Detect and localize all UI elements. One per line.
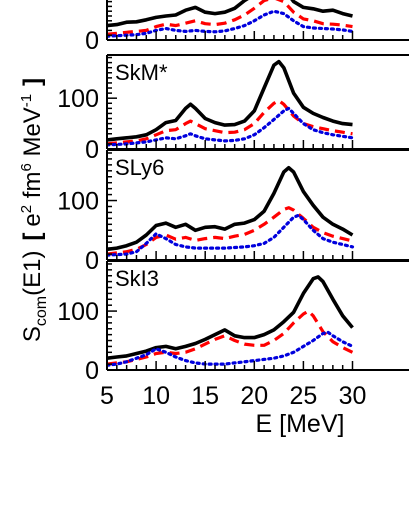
series-dotted-line xyxy=(107,330,355,367)
x-tick-label: 10 xyxy=(142,382,170,410)
y-label-bracket-open: [ xyxy=(19,233,46,241)
y-tick-label: 0 xyxy=(85,136,99,164)
panel-ski3: 0 100 SkI3 xyxy=(57,260,409,385)
series-dotted-line xyxy=(107,213,355,257)
y-label-main: S xyxy=(19,326,46,342)
x-axis-label: E [MeV] xyxy=(256,410,345,438)
x-tick-label: 30 xyxy=(339,382,367,410)
y-tick-label: 100 xyxy=(57,188,99,216)
panel-sly6: 0 100 SLy6 xyxy=(57,149,409,275)
y-label-bracket-close: ] xyxy=(19,78,46,86)
panel-skm: 0 100 SkM* xyxy=(57,54,409,164)
y-label-unit-b: fm xyxy=(19,172,46,205)
panel-label: SkI3 xyxy=(115,266,159,291)
y-tick-label: 0 xyxy=(85,357,99,385)
y-label-unit-a: e xyxy=(19,213,46,226)
x-tick-label: 5 xyxy=(100,382,114,410)
y-label-unit-b-sup: 6 xyxy=(18,163,35,171)
y-label-unit-a-sup: 2 xyxy=(18,205,35,213)
x-axis: 5 10 15 20 25 30 xyxy=(100,382,366,410)
series-solid-line xyxy=(107,0,353,28)
y-axis-label: Scom(E1) [ e2 fm6 MeV-1] xyxy=(18,78,50,342)
series-dotted-line xyxy=(107,106,355,147)
y-tick-label: 100 xyxy=(57,298,99,326)
series-dashed-line xyxy=(107,0,353,36)
series-solid-line xyxy=(107,59,353,142)
series-dashed-line xyxy=(107,99,353,146)
series-solid-line xyxy=(107,166,354,252)
y-tick-label: 100 xyxy=(57,85,99,113)
series-dotted-line xyxy=(107,9,355,38)
y-label-unit-c: MeV xyxy=(19,107,46,163)
series-dashed-line xyxy=(107,206,353,256)
y-tick-label: 0 xyxy=(85,27,99,55)
panel-label: SLy6 xyxy=(115,155,164,180)
y-label-unit-c-sup: -1 xyxy=(18,94,35,107)
panel-top: 0 xyxy=(85,0,409,55)
panels-group: 0 0 100 SkM* 0 100 SLy6 0 100 SkI3 xyxy=(57,0,409,385)
y-tick-label: 0 xyxy=(85,247,99,275)
x-tick-label: 15 xyxy=(191,382,219,410)
x-tick-label: 20 xyxy=(240,382,268,410)
y-label-paren: (E1) xyxy=(19,251,46,296)
panel-label: SkM* xyxy=(115,60,168,85)
series-dashed-line xyxy=(107,309,354,366)
x-tick-label: 25 xyxy=(289,382,317,410)
series-solid-line xyxy=(107,275,354,360)
y-label-sub: com xyxy=(33,296,50,326)
